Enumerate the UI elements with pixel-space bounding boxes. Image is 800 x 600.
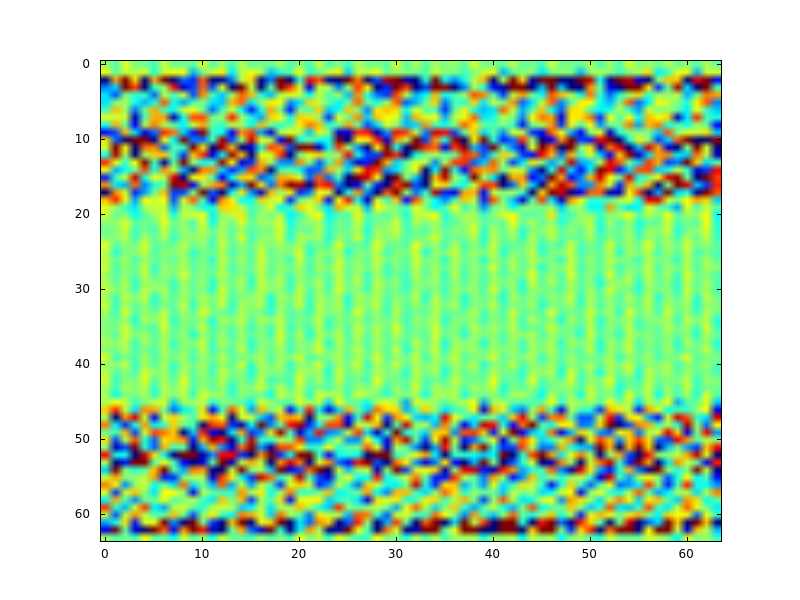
y-tick (717, 439, 721, 441)
x-tick (395, 61, 397, 65)
x-tick (299, 61, 301, 65)
y-tick (101, 514, 105, 516)
y-tick-label: 10 (74, 131, 90, 146)
y-tick (101, 289, 105, 291)
y-tick-label: 40 (74, 356, 90, 371)
x-tick-label: 20 (290, 547, 307, 561)
y-tick (717, 514, 721, 516)
x-tick-label: 10 (194, 547, 210, 561)
y-tick (101, 439, 105, 441)
x-tick-label: 50 (581, 547, 597, 561)
y-tick (717, 364, 721, 366)
x-tick (492, 61, 494, 65)
x-tick-label: 60 (678, 547, 694, 561)
x-tick (492, 537, 494, 541)
y-tick (101, 139, 105, 141)
y-tick-label: 60 (74, 506, 90, 521)
y-tick-label: 30 (74, 281, 90, 296)
x-tick-label: 30 (387, 547, 404, 561)
y-tick (717, 289, 721, 291)
x-tick (105, 537, 107, 541)
x-tick (589, 61, 591, 65)
x-tick (202, 537, 204, 541)
y-tick (717, 64, 721, 66)
y-tick (101, 364, 105, 366)
y-tick (717, 214, 721, 216)
x-tick (299, 537, 301, 541)
x-tick (202, 61, 204, 65)
heatmap-image (101, 61, 721, 541)
x-tick (686, 61, 688, 65)
x-tick (105, 61, 107, 65)
y-tick (101, 214, 105, 216)
y-tick (101, 64, 105, 66)
x-tick (395, 537, 397, 541)
y-tick (717, 139, 721, 141)
y-tick-label: 50 (74, 431, 90, 446)
y-tick-label: 20 (74, 206, 90, 221)
axes (100, 60, 722, 542)
x-tick-label: 40 (484, 547, 500, 561)
x-tick (589, 537, 591, 541)
x-tick (686, 537, 688, 541)
y-tick-label: 0 (82, 56, 90, 71)
x-tick-label: 0 (101, 547, 109, 561)
